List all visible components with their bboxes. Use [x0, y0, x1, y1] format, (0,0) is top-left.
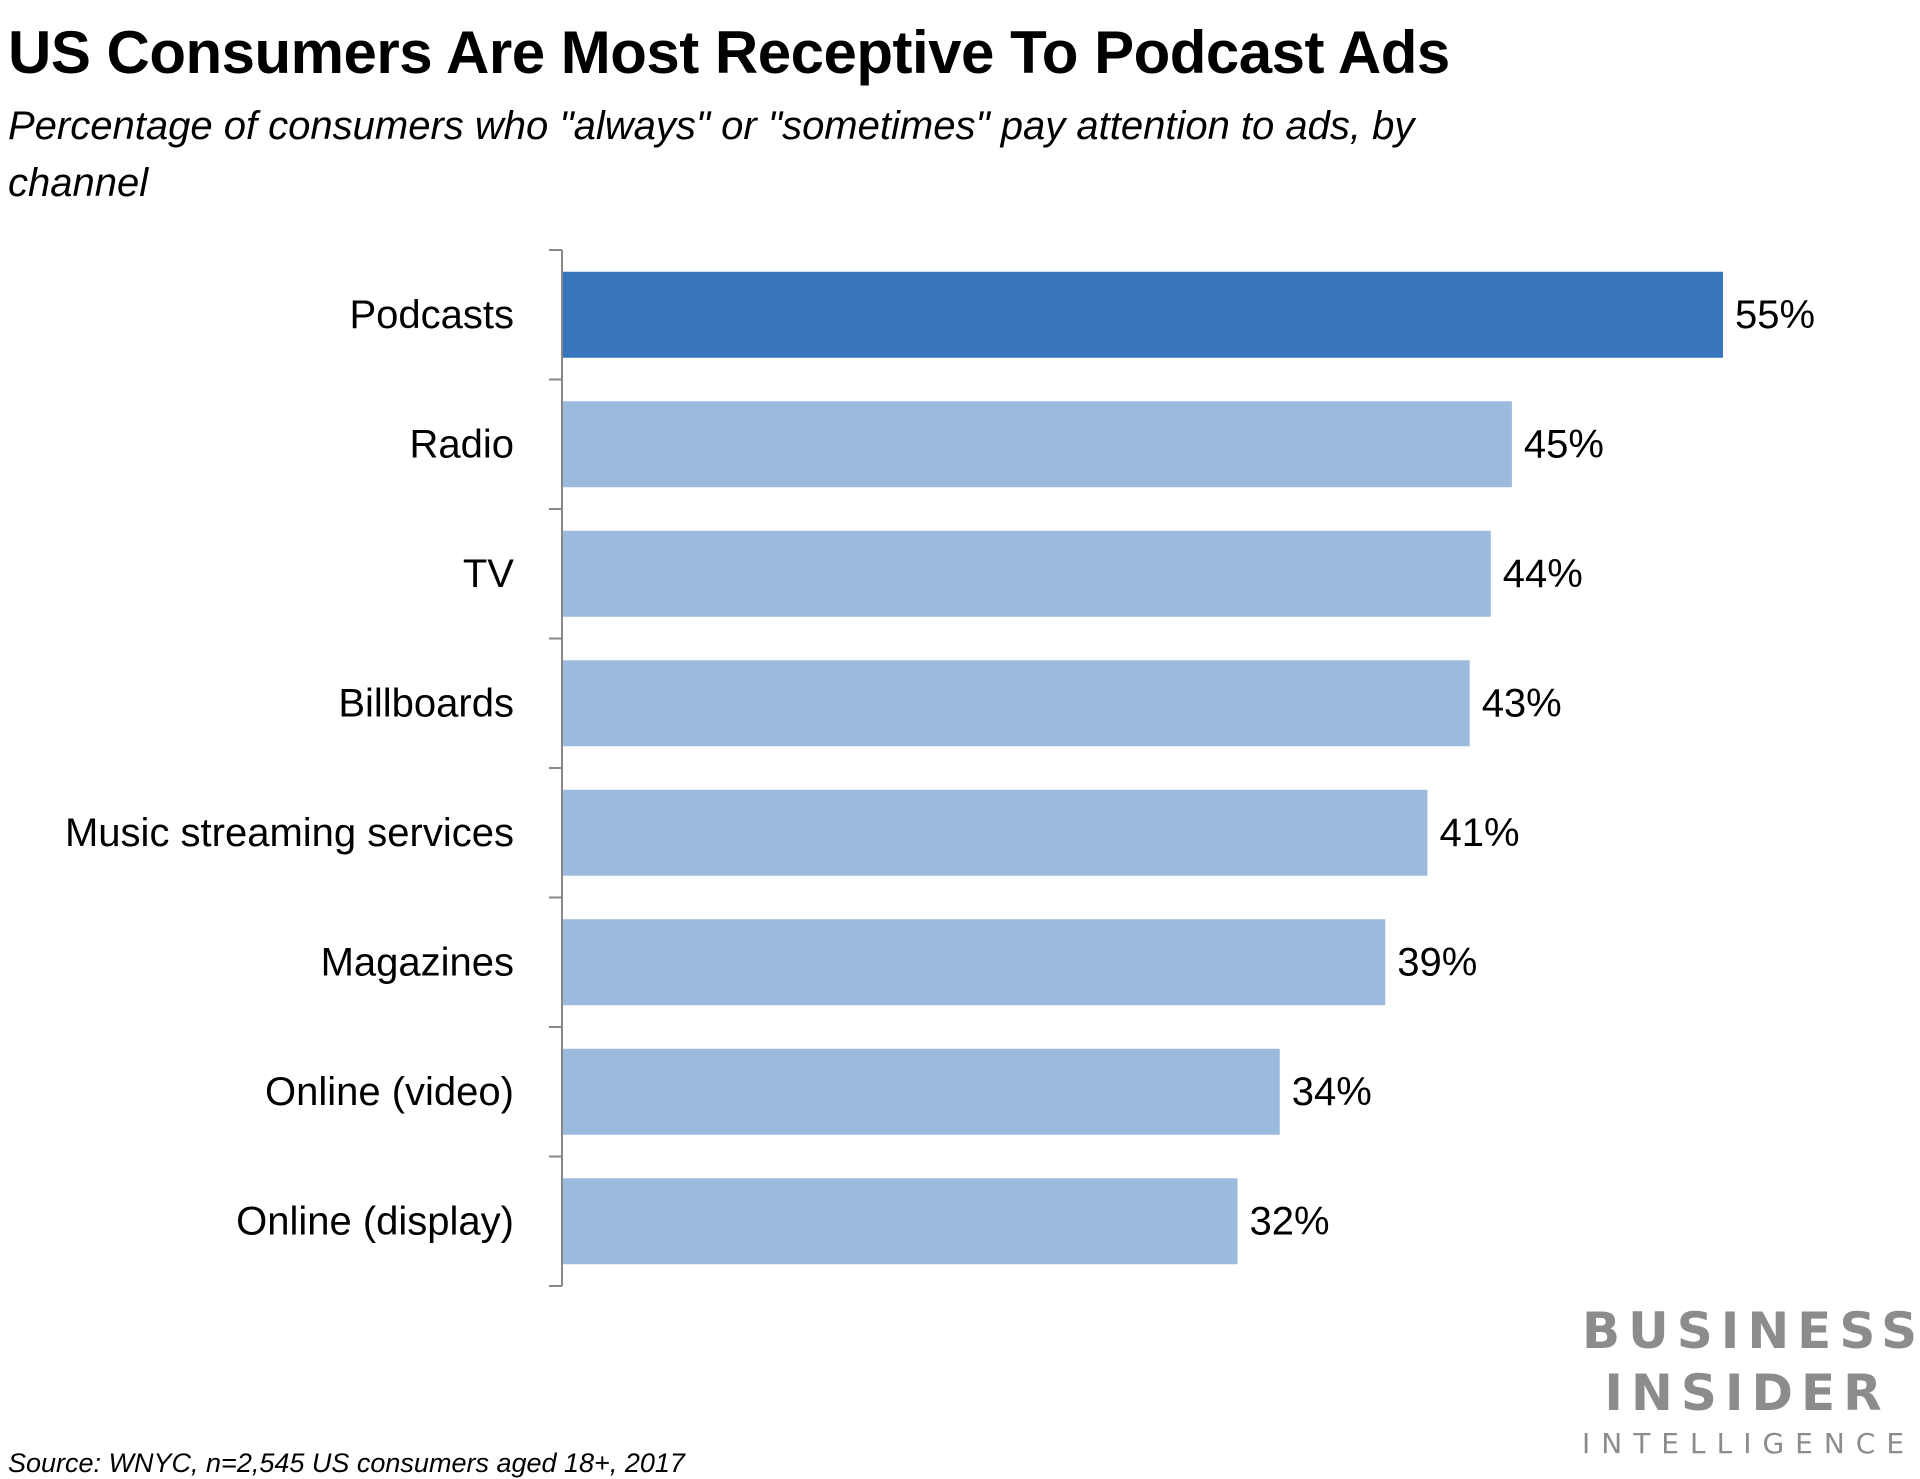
source-note: Source: WNYC, n=2,545 US consumers aged … — [8, 1448, 685, 1478]
value-label: 43% — [1482, 681, 1562, 725]
logo-line-insider: INSIDER — [1604, 1364, 1890, 1422]
value-label: 39% — [1397, 940, 1477, 984]
chart-subtitle: Percentage of consumers who "always" or … — [8, 104, 1415, 205]
logo-line-intelligence: INTELLIGENCE — [1582, 1427, 1916, 1460]
bar-online-display — [563, 1178, 1238, 1265]
category-label: Billboards — [338, 681, 514, 725]
category-label: Music streaming services — [65, 811, 514, 855]
category-label: Podcasts — [349, 293, 514, 337]
bar-radio — [563, 401, 1512, 488]
value-label: 41% — [1439, 811, 1519, 855]
category-label: Radio — [409, 422, 514, 466]
category-label: Online (video) — [265, 1070, 514, 1114]
bar-podcasts — [563, 271, 1723, 358]
bar-music-streaming-services — [563, 789, 1428, 876]
category-label: Online (display) — [236, 1199, 514, 1243]
value-label: 44% — [1503, 552, 1583, 596]
bar-magazines — [563, 919, 1386, 1006]
value-label: 32% — [1249, 1199, 1329, 1243]
value-label: 45% — [1524, 422, 1604, 466]
bar-billboards — [563, 660, 1470, 747]
value-label: 55% — [1735, 293, 1815, 337]
chart-title: US Consumers Are Most Receptive To Podca… — [8, 19, 1450, 86]
bar-chart: Podcasts 55% Radio 45% TV 44% Billboards 43% Mus… — [65, 249, 1815, 1287]
bar-online-video — [563, 1048, 1280, 1135]
category-label: Magazines — [321, 940, 514, 984]
category-label: TV — [463, 552, 514, 596]
business-insider-logo: BUSINESS INSIDER INTELLIGENCE — [1582, 1300, 1920, 1464]
logo-line-business: BUSINESS — [1582, 1302, 1920, 1360]
bar-tv — [563, 530, 1491, 617]
value-label: 34% — [1292, 1070, 1372, 1114]
